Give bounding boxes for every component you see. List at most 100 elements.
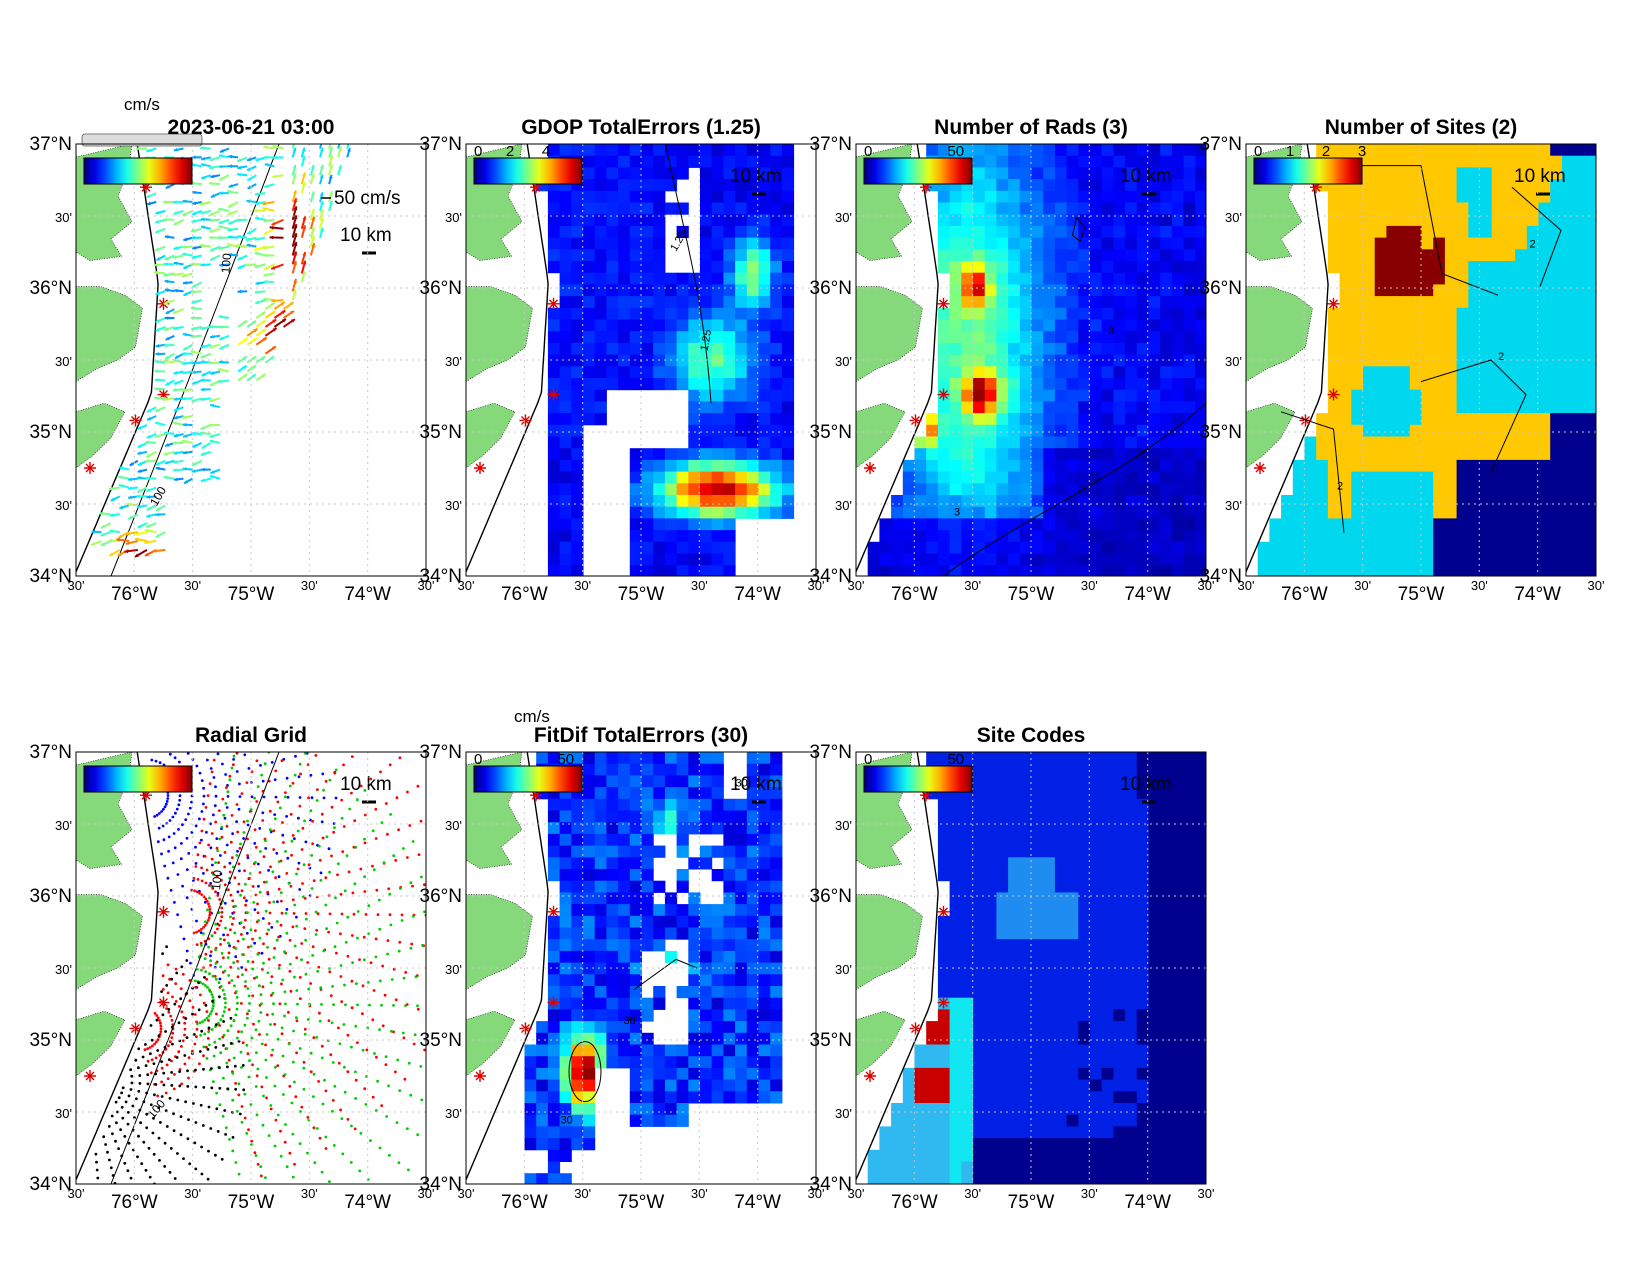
grid-cell (1113, 190, 1126, 203)
grid-cell (1148, 541, 1161, 554)
grid-cell (1148, 565, 1161, 576)
grid-cell (1043, 565, 1056, 576)
grid-cell (1113, 167, 1126, 180)
grid-cell (1351, 319, 1364, 332)
radial-grid-point (209, 954, 212, 958)
grid-cell (571, 342, 584, 356)
grid-cell (1054, 436, 1068, 449)
grid-cell (926, 436, 939, 449)
radial-grid-point (320, 820, 324, 824)
grid-cell (723, 541, 736, 554)
grid-cell (1421, 319, 1434, 332)
longitude-tick-label: 30' (691, 578, 708, 593)
grid-cell (618, 331, 631, 344)
current-vector-head (237, 172, 241, 177)
grid-cell (1550, 459, 1563, 473)
radial-grid-point (291, 781, 295, 785)
grid-cell (1515, 448, 1528, 461)
grid-cell (629, 471, 642, 484)
grid-cell (571, 401, 584, 414)
grid-cell (949, 366, 962, 379)
grid-cell (1136, 272, 1149, 285)
current-vector-head (183, 292, 188, 296)
grid-cell (1398, 331, 1411, 344)
current-vector-head (190, 350, 195, 354)
grid-cell (984, 495, 997, 508)
radial-grid-point (219, 937, 222, 941)
grid-cell (1148, 366, 1161, 379)
radial-grid-point (219, 854, 222, 857)
grid-cell (1183, 214, 1196, 227)
grid-cell (1444, 261, 1458, 274)
radial-grid-point (253, 796, 256, 800)
radial-grid-point (372, 868, 376, 872)
grid-cell (1491, 261, 1504, 274)
grid-cell (711, 225, 724, 239)
land-peninsula (1246, 286, 1313, 382)
radial-grid-point (210, 832, 214, 835)
radial-grid-point (181, 972, 185, 976)
grid-cell (996, 261, 1009, 274)
grid-cell (1433, 225, 1446, 239)
grid-cell (1374, 237, 1387, 250)
radial-grid-point (352, 912, 356, 916)
grid-cell (700, 249, 713, 262)
grid-cell (902, 541, 915, 554)
grid-cell (547, 366, 561, 379)
radial-grid-point (233, 1064, 237, 1068)
grid-cell (1398, 506, 1411, 519)
grid-cell (711, 202, 724, 215)
grid-cell (1421, 553, 1434, 566)
radial-grid-point (320, 812, 324, 816)
radial-grid-point (237, 1093, 241, 1097)
grid-cell (1561, 261, 1575, 274)
grid-cell (1316, 436, 1329, 449)
grid-cell (1573, 179, 1586, 192)
grid-cell (1550, 155, 1563, 168)
radial-grid-point (256, 1162, 260, 1166)
grid-cell (770, 775, 783, 788)
grid-cell (1515, 319, 1528, 332)
grid-cell (746, 810, 759, 823)
grid-cell (735, 179, 748, 192)
grid-cell (1550, 167, 1563, 180)
radial-grid-point (394, 859, 398, 862)
grid-cell (1573, 565, 1586, 576)
grid-cell (594, 272, 607, 285)
grid-cell (1398, 190, 1411, 203)
grid-cell (1421, 483, 1434, 496)
grid-cell (758, 763, 771, 776)
radial-grid-point (254, 1028, 258, 1032)
grid-cell (1538, 319, 1551, 332)
grid-cell (984, 459, 997, 473)
grid-cell (1066, 190, 1079, 203)
grid-cell (961, 319, 974, 332)
grid-cell (1503, 296, 1516, 309)
radial-grid-point (160, 1060, 163, 1063)
radial-grid-point (171, 861, 175, 865)
grid-cell (1043, 144, 1056, 157)
grid-cell (1269, 565, 1282, 576)
grid-cell (1503, 495, 1516, 508)
grid-cell (1585, 331, 1596, 344)
current-vector-head (219, 345, 224, 350)
grid-cell (1292, 530, 1305, 543)
grid-cell (1526, 167, 1539, 180)
grid-cell (1043, 331, 1056, 344)
radial-grid-point (281, 821, 284, 824)
radial-grid-point (256, 902, 259, 906)
grid-cell (1281, 565, 1294, 576)
grid-cell (1491, 389, 1504, 402)
grid-cell (606, 284, 619, 297)
grid-cell (1113, 541, 1126, 554)
radial-grid-point (221, 1114, 225, 1118)
current-vector-head (254, 264, 259, 269)
grid-cell (723, 307, 736, 320)
current-vector-head (172, 388, 177, 392)
grid-cell (1054, 179, 1068, 192)
radial-grid-point (158, 761, 162, 765)
current-vector-head (208, 423, 213, 427)
radial-grid-point (244, 918, 247, 922)
grid-cell (1550, 495, 1563, 508)
